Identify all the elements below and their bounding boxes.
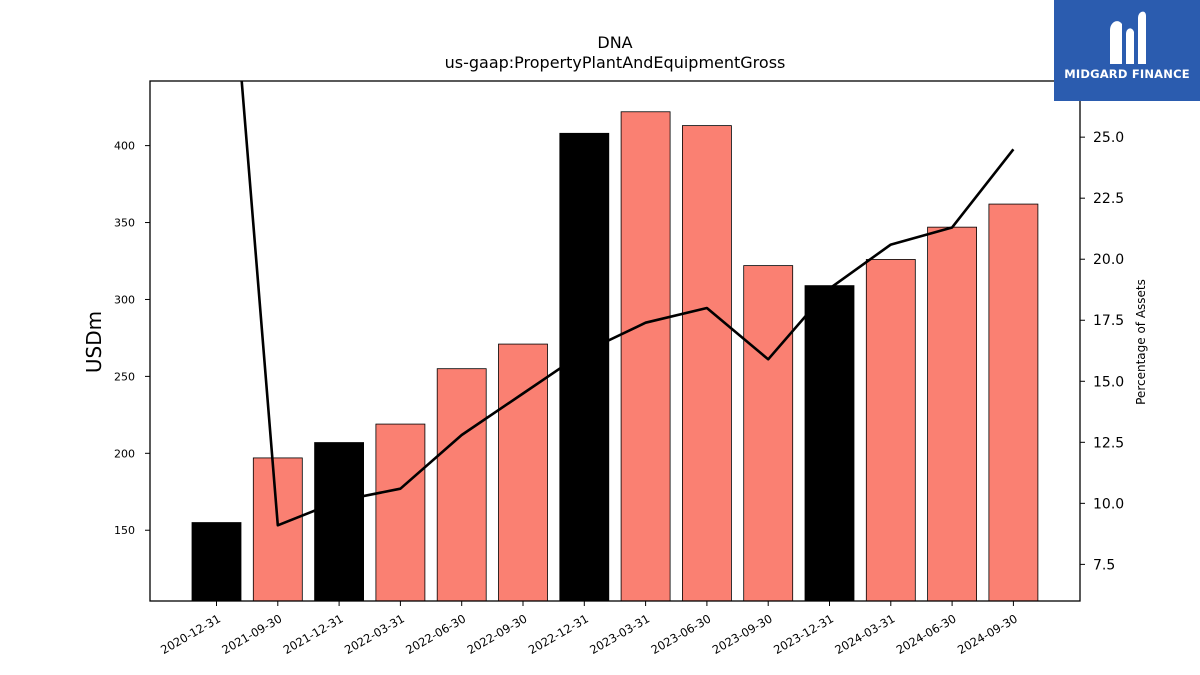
chart-title: DNA <box>597 33 632 52</box>
y-tick-label: 250 <box>114 370 135 383</box>
bar <box>436 368 487 602</box>
bar <box>620 111 671 602</box>
y-tick-label: 200 <box>114 447 135 460</box>
y-tick-label: 400 <box>114 140 135 153</box>
bar <box>559 132 610 602</box>
bar <box>191 522 242 602</box>
x-tick-label: 2024-09-30 <box>955 611 1020 657</box>
bar <box>988 203 1039 602</box>
x-tick-label: 2023-12-31 <box>771 611 836 657</box>
x-tick-label: 2022-12-31 <box>526 611 591 657</box>
y2-tick-label: 17.5 <box>1093 313 1124 329</box>
line-layer <box>240 81 1015 527</box>
plot-frame <box>149 80 1081 602</box>
y2-tick-label: 10.0 <box>1093 496 1124 512</box>
y2-tick-label: 7.5 <box>1093 557 1115 573</box>
chart-subtitle: us-gaap:PropertyPlantAndEquipmentGross <box>445 53 786 72</box>
y-axis-label: USDm <box>82 311 106 373</box>
x-tick-label: 2022-06-30 <box>403 611 468 657</box>
y2-axis-label: Percentage of Assets <box>1134 279 1148 405</box>
y-tick-label: 350 <box>114 217 135 230</box>
y2-tick-label: 22.5 <box>1093 191 1124 207</box>
y2-tick-label: 15.0 <box>1093 374 1124 390</box>
logo-mark-icon <box>1110 11 1146 64</box>
bar <box>375 423 426 602</box>
bar <box>927 226 977 602</box>
x-tick-label: 2022-03-31 <box>342 611 407 657</box>
y2-tick-label: 25.0 <box>1093 130 1124 146</box>
x-tick-label: 2022-09-30 <box>465 611 530 657</box>
bar <box>314 442 365 602</box>
x-tick-label: 2024-06-30 <box>894 611 959 657</box>
bars-layer <box>191 111 1039 602</box>
y2-tick-label: 12.5 <box>1093 435 1124 451</box>
x-tick-label: 2021-09-30 <box>219 611 284 657</box>
bar <box>252 457 303 602</box>
x-tick-label: 2020-12-31 <box>158 611 223 657</box>
bar <box>804 285 855 602</box>
x-tick-label: 2023-06-30 <box>649 611 714 657</box>
x-tick-label: 2021-12-31 <box>281 611 346 657</box>
bar <box>743 265 794 602</box>
y-tick-label: 150 <box>114 524 135 537</box>
series-line <box>240 81 1015 527</box>
bar <box>498 343 548 602</box>
x-tick-label: 2023-09-30 <box>710 611 775 657</box>
y-tick-label: 300 <box>114 293 135 306</box>
x-tick-label: 2024-03-31 <box>832 611 897 657</box>
x-tick-label: 2023-03-31 <box>587 611 652 657</box>
bar <box>682 125 732 602</box>
y2-tick-label: 20.0 <box>1093 252 1124 268</box>
brand-logo: MIDGARD FINANCE <box>1054 0 1200 101</box>
bar <box>865 259 916 602</box>
logo-text: MIDGARD FINANCE <box>1064 67 1190 81</box>
